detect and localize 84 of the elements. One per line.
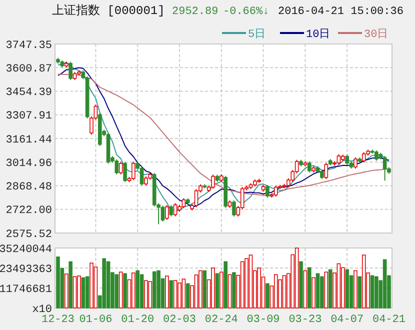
bar [136,270,140,308]
bar [140,274,144,308]
bar [152,271,156,308]
bar [156,270,160,308]
bar [114,274,119,308]
bar [266,283,270,308]
x-tick-label: 03-23 [288,314,322,326]
legend-label: 30日 [364,28,388,41]
bar [320,276,324,308]
bar [382,259,387,308]
candlestick [144,176,148,186]
y-tick-label: 35240044 [0,244,52,256]
x-tick-label: 01-06 [79,314,112,326]
candlestick [374,150,378,162]
y-tick-label: 23493363 [0,264,52,276]
chart-title: 上证指数 [000001] [52,4,165,18]
bar [232,272,236,308]
y-tick-label: 2722.00 [6,205,52,218]
candlestick [165,204,169,220]
bar [316,273,320,308]
bar [123,273,127,308]
x-tick-label: 03-09 [246,314,280,326]
bar [85,276,90,308]
y-tick-label: x10 [32,304,52,316]
candlestick [324,162,328,180]
legend-label: 10日 [306,28,330,41]
bar [328,269,332,308]
bar [345,269,349,308]
bar [68,261,72,308]
text: 2952.89 [172,6,218,18]
candlestick [362,152,366,163]
x-tick-label: 02-03 [163,314,196,326]
bar [307,267,312,308]
legend-label: 5日 [248,28,266,41]
candlestick [182,198,186,209]
candlestick [232,200,236,217]
candlestick [382,155,387,182]
candlestick [194,188,198,208]
bar [102,258,106,308]
candlestick [123,161,127,183]
candlestick [132,161,136,181]
bar [106,261,110,308]
y-tick-label: 3747.35 [6,40,52,52]
y-tick-label: 3014.96 [6,158,52,170]
candlestick [68,61,72,81]
candlestick [345,154,349,166]
y-tick-label: 2868.48 [6,182,52,194]
candlestick [354,156,358,170]
candlestick [118,161,123,175]
bar [56,256,60,308]
candlestick [336,154,341,166]
candlestick [160,205,165,222]
candlestick [274,185,278,198]
y-tick-label: 3161.44 [6,134,52,146]
bar [169,280,174,308]
candlestick [169,204,174,217]
candlestick [114,158,119,175]
candlestick [266,184,270,198]
y-tick-label: 11746681 [0,284,52,296]
x-tick-label: 12-23 [41,314,75,326]
candlestick [211,174,215,190]
y-tick-label: 3454.39 [6,87,52,100]
bar [358,276,362,308]
x-tick-label: 02-24 [204,314,238,326]
bar [202,270,207,308]
bar [299,261,303,308]
candlestick [307,160,312,173]
y-tick-label: 3600.87 [6,63,52,76]
x-tick-label: 01-20 [121,314,154,326]
candlestick [140,166,144,186]
text: -0.66%↓ [223,6,270,18]
x-tick-label: 04-07 [330,314,364,326]
candlestick [173,202,178,217]
y-tick-label: 2575.52 [6,228,52,241]
candlestick [320,169,324,180]
bar [186,283,190,308]
bar [215,273,220,308]
bar [224,261,228,308]
bar [374,276,378,308]
bar [370,275,374,308]
text: 2016-04-21 15:00:36 [278,6,404,18]
y-tick-label: 3307.91 [6,110,52,123]
bar [81,277,86,308]
x-tick-label: 04-21 [372,314,406,326]
